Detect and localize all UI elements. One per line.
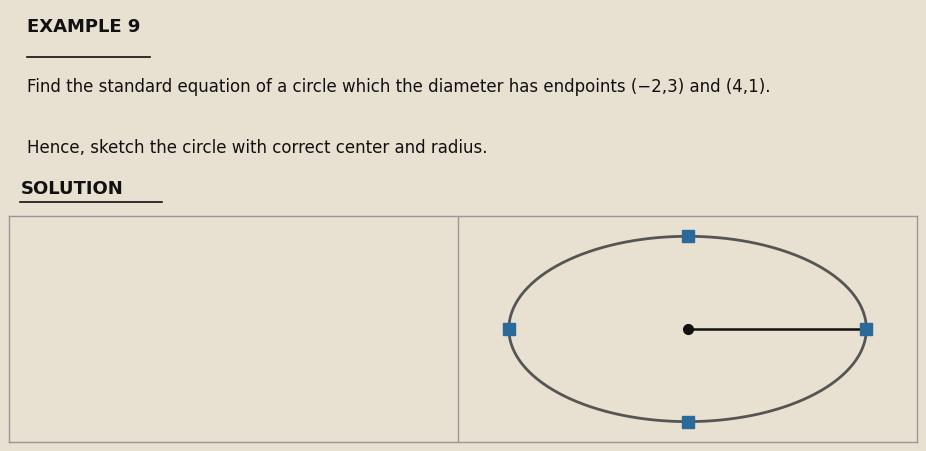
Text: SOLUTION: SOLUTION [20,179,123,198]
Text: Hence, sketch the circle with correct center and radius.: Hence, sketch the circle with correct ce… [28,139,488,157]
Text: EXAMPLE 9: EXAMPLE 9 [28,18,141,36]
Text: Find the standard equation of a circle which the diameter has endpoints (−2,3) a: Find the standard equation of a circle w… [28,78,771,96]
